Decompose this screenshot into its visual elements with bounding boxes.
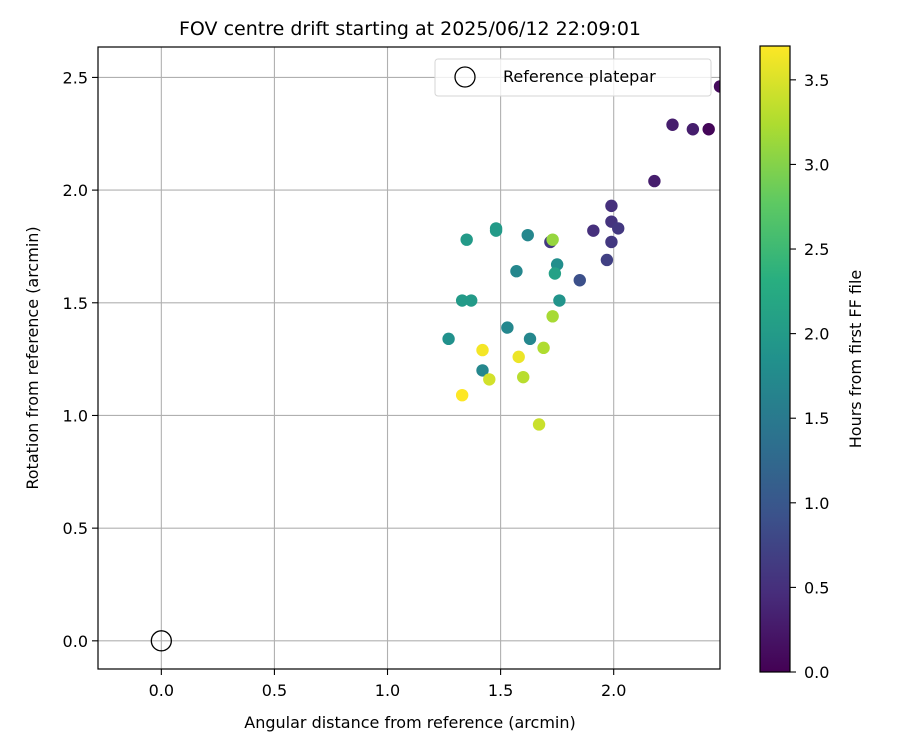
colorbar-tick-label: 3.5 — [804, 71, 829, 90]
data-point — [553, 294, 566, 307]
y-tick-label: 1.0 — [63, 406, 88, 425]
data-point — [713, 80, 720, 93]
data-point — [517, 370, 530, 384]
data-point — [573, 274, 586, 287]
data-point — [546, 233, 559, 246]
data-point — [686, 123, 700, 136]
x-tick-label: 1.5 — [488, 681, 513, 700]
data-point — [605, 235, 618, 249]
colorbar-tick-label: 3.0 — [804, 155, 829, 174]
data-point — [648, 174, 661, 188]
colorbar-tick-label: 0.0 — [804, 663, 829, 682]
data-point — [537, 341, 550, 355]
chart-title: FOV centre drift starting at 2025/06/12 … — [179, 18, 641, 40]
data-point — [476, 364, 489, 377]
plot-frame — [97, 46, 721, 670]
x-axis-label: Angular distance from reference (arcmin) — [244, 713, 575, 732]
x-tick-label: 1.0 — [375, 681, 400, 700]
data-point — [510, 265, 523, 278]
y-axis-ticks: 0.0 0.5 1.0 1.5 2.0 2.5 — [63, 68, 98, 651]
y-tick-label: 0.5 — [63, 519, 88, 538]
y-tick-label: 0.0 — [63, 632, 88, 651]
legend-marker-reference-platepar — [454, 66, 476, 88]
colorbar-label: Hours from first FF file — [846, 270, 865, 449]
data-point — [501, 321, 514, 334]
data-point — [600, 253, 614, 267]
grid — [98, 47, 720, 669]
x-tick-label: 2.0 — [601, 681, 626, 700]
y-tick-label: 2.0 — [63, 181, 88, 200]
y-axis-label: Rotation from reference (arcmin) — [23, 226, 42, 489]
data-point — [605, 199, 618, 213]
colorbar-tick-label: 1.0 — [804, 494, 829, 513]
colorbar: 0.0 0.5 1.0 1.5 2.0 2.5 3.0 3.5 Hours from firs… — [759, 45, 865, 682]
colorbar-tick-label: 2.0 — [804, 325, 829, 344]
data-point — [521, 228, 534, 242]
colorbar-ticks: 0.0 0.5 1.0 1.5 2.0 2.5 3.0 3.5 — [790, 71, 829, 682]
y-tick-label: 2.5 — [63, 68, 88, 87]
data-point — [476, 343, 489, 357]
colorbar-gradient — [759, 45, 791, 673]
data-point — [483, 373, 496, 386]
reference-marker-layer — [150, 630, 172, 652]
legend: Reference platepar — [434, 58, 712, 97]
data-point — [702, 123, 715, 136]
data-point — [523, 332, 537, 346]
data-point — [666, 118, 679, 131]
data-point — [460, 233, 473, 246]
data-point — [455, 388, 469, 402]
reference-platepar-marker — [150, 630, 172, 652]
data-point — [532, 418, 546, 431]
x-tick-label: 0.0 — [149, 681, 174, 700]
data-point — [612, 222, 625, 235]
data-point — [512, 350, 525, 364]
x-tick-label: 0.5 — [262, 681, 287, 700]
data-points — [442, 80, 720, 431]
data-point — [465, 294, 478, 307]
x-axis-ticks: 0.0 0.5 1.0 1.5 2.0 — [149, 669, 626, 700]
colorbar-tick-label: 0.5 — [804, 578, 829, 597]
data-point — [489, 224, 503, 237]
colorbar-tick-label: 1.5 — [804, 409, 829, 428]
legend-box — [434, 58, 712, 97]
data-point — [546, 310, 559, 323]
legend-label-reference-platepar: Reference platepar — [503, 67, 656, 86]
y-tick-label: 1.5 — [63, 294, 88, 313]
colorbar-tick-label: 2.5 — [804, 240, 829, 259]
data-point — [587, 224, 600, 237]
data-point — [455, 294, 469, 307]
data-point — [442, 332, 455, 346]
data-point — [548, 267, 562, 280]
